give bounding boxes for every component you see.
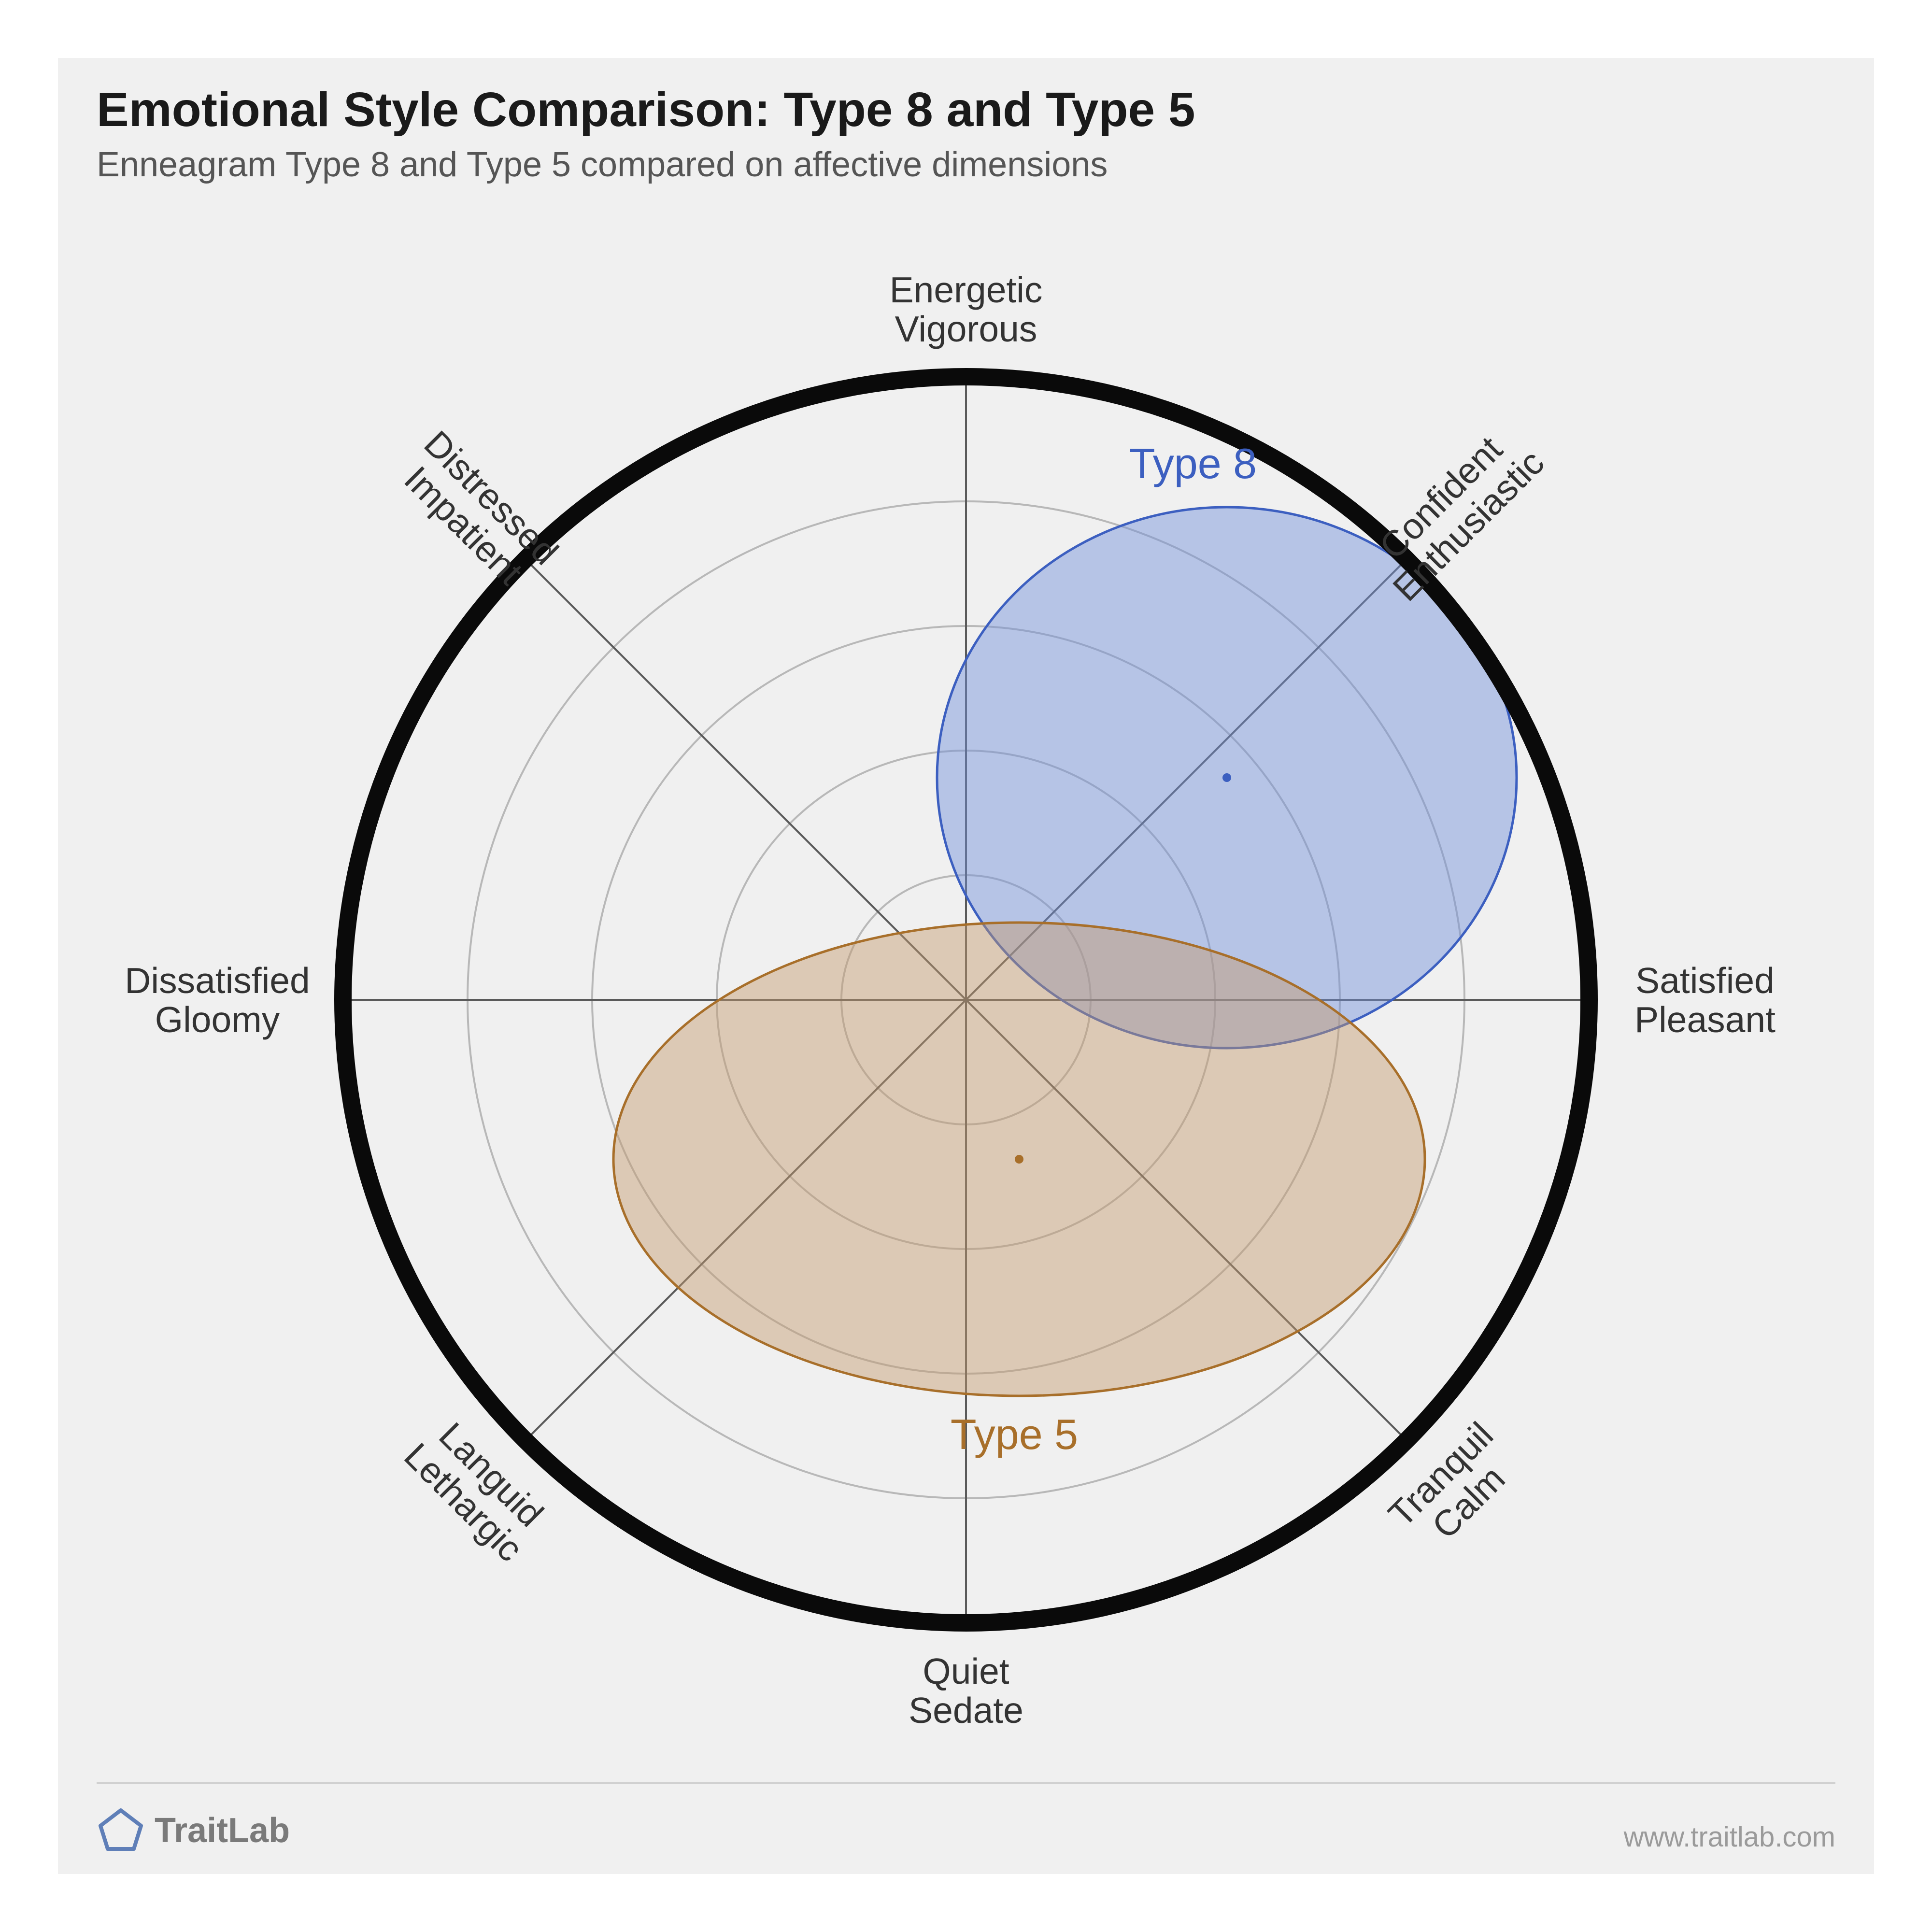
brand-name: TraitLab bbox=[155, 1811, 290, 1850]
axis-label: QuietSedate bbox=[909, 1651, 1023, 1731]
svg-text:Gloomy: Gloomy bbox=[155, 999, 280, 1040]
axis-label: ConfidentEnthusiastic bbox=[1357, 414, 1552, 609]
axis-label: SatisfiedPleasant bbox=[1634, 960, 1776, 1040]
svg-text:Satisfied: Satisfied bbox=[1635, 960, 1775, 1001]
svg-text:Energetic: Energetic bbox=[890, 270, 1043, 310]
svg-text:Vigorous: Vigorous bbox=[895, 309, 1037, 349]
footer-divider bbox=[97, 1782, 1835, 1784]
series-center-dot bbox=[1015, 1155, 1023, 1164]
brand-block: TraitLab bbox=[97, 1806, 290, 1855]
affect-circumplex-chart: Type 8 Type 5 EnergeticVigorous ConfidentEn… bbox=[0, 0, 1932, 1932]
series-center-dot bbox=[1222, 773, 1231, 782]
series-label: Type 5 bbox=[951, 1410, 1078, 1458]
svg-text:Sedate: Sedate bbox=[909, 1690, 1023, 1731]
svg-text:Dissatisfied: Dissatisfied bbox=[125, 960, 310, 1001]
axis-label: DissatisfiedGloomy bbox=[125, 960, 310, 1040]
axis-label: EnergeticVigorous bbox=[890, 270, 1043, 349]
source-url: www.traitlab.com bbox=[1449, 1821, 1835, 1853]
traitlab-logo-icon bbox=[97, 1806, 145, 1855]
series-label: Type 8 bbox=[1129, 440, 1257, 487]
svg-text:Quiet: Quiet bbox=[923, 1651, 1009, 1691]
svg-text:Pleasant: Pleasant bbox=[1634, 999, 1776, 1040]
